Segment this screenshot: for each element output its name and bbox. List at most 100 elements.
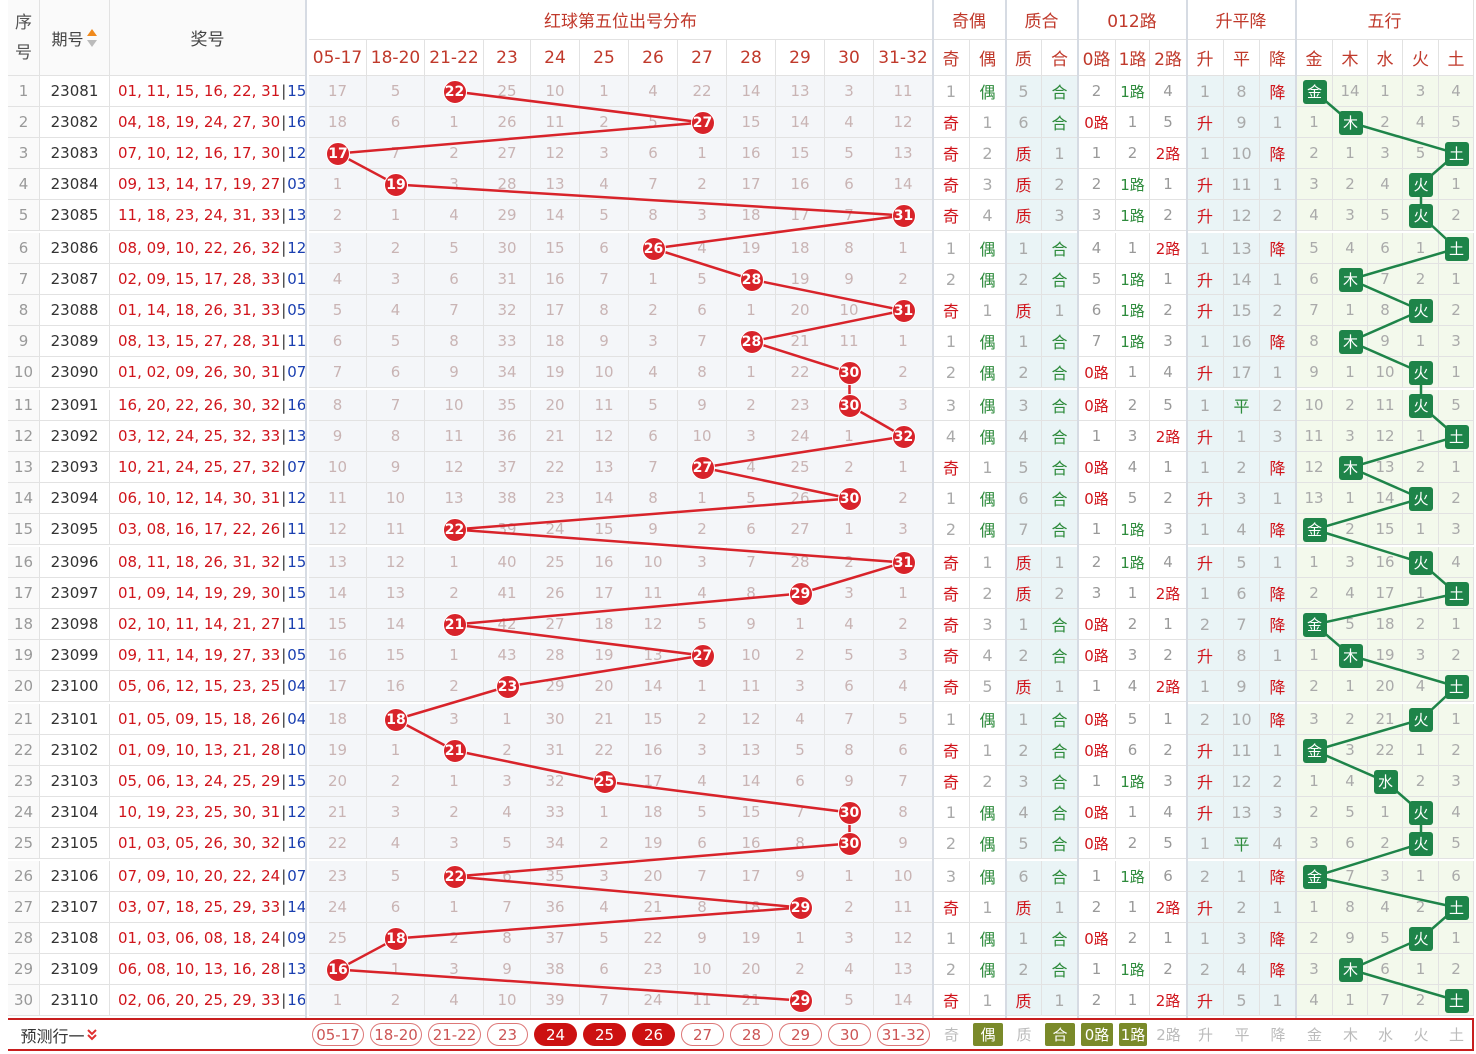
dist-cell: 4	[425, 200, 484, 231]
dist-cell: 2	[874, 264, 933, 295]
dist-cell: 1	[425, 547, 484, 578]
predict-option[interactable]: 偶	[973, 1023, 1003, 1046]
pc-cell: 1	[1042, 671, 1078, 702]
predict-option[interactable]: 土	[1448, 1026, 1464, 1044]
row-prize-numbers: 10, 21, 24, 25, 27, 32 | 07	[110, 452, 306, 483]
pc-cell: 质	[1006, 169, 1042, 200]
double-chevron-down-icon[interactable]	[86, 1028, 98, 1042]
trend-title: 升平降	[1187, 0, 1296, 40]
predict-option[interactable]: 29	[779, 1023, 822, 1046]
dist-cell: 8	[678, 892, 727, 923]
oe-cell: 偶	[970, 923, 1006, 954]
five-element-marker: 木	[1338, 267, 1363, 292]
predict-option[interactable]: 平	[1234, 1026, 1250, 1044]
predict-option[interactable]: 21-22	[428, 1023, 481, 1046]
elem-cell: 6	[1368, 954, 1403, 985]
route-cell: 5	[1116, 704, 1150, 735]
dist-cell: 7	[776, 797, 825, 828]
dist-cell: 18	[309, 704, 367, 735]
elem-cell: 21	[1368, 704, 1403, 735]
row-prize-numbers: 01, 05, 09, 15, 18, 26 | 04	[110, 704, 306, 735]
predict-option[interactable]: 0路	[1081, 1023, 1113, 1046]
dist-cell: 6	[874, 735, 933, 766]
elem-cell: 1	[1296, 547, 1333, 578]
elem-cell: 9	[1296, 357, 1333, 388]
blue-number: 13	[287, 427, 306, 445]
predict-option[interactable]: 26	[632, 1023, 675, 1046]
predict-option[interactable]: 27	[681, 1023, 724, 1046]
predict-option[interactable]: 质	[1016, 1026, 1032, 1044]
pc-cell: 合	[1042, 233, 1078, 264]
route-cell: 1	[1116, 985, 1150, 1016]
dist-cell: 13	[874, 138, 933, 169]
pc-cell: 合	[1042, 326, 1078, 357]
predict-option[interactable]: 28	[730, 1023, 773, 1046]
dist-cell: 10	[678, 421, 727, 452]
elem-cell: 1	[1403, 326, 1439, 357]
elem-cell: 18	[1368, 609, 1403, 640]
elem-cell: 3	[1333, 547, 1368, 578]
dist-cell: 1	[309, 169, 367, 200]
elem-cell: 2	[1403, 985, 1439, 1016]
dist-cell: 1	[580, 797, 629, 828]
sort-icon[interactable]	[86, 28, 98, 48]
predict-option[interactable]: 30	[828, 1023, 871, 1046]
dist-cell: 18	[629, 797, 678, 828]
route-cell: 2	[1116, 390, 1150, 421]
five-element-marker: 土	[1444, 141, 1469, 166]
section-divider	[305, 0, 307, 1018]
elem-cell: 13	[1296, 483, 1333, 514]
row-period: 23088	[40, 295, 110, 326]
predict-option[interactable]: 31-32	[877, 1023, 930, 1046]
row-seq: 9	[8, 326, 40, 357]
dist-cell: 21	[531, 421, 580, 452]
dist-cell: 2	[678, 514, 727, 545]
dist-cell: 33	[484, 326, 531, 357]
predict-option[interactable]: 升	[1197, 1026, 1213, 1044]
predict-option[interactable]: 水	[1377, 1026, 1393, 1044]
predict-row-toggle[interactable]: 预测行一	[8, 1020, 110, 1049]
blue-number: 15	[287, 584, 306, 602]
dist-cell: 19	[309, 735, 367, 766]
dist-cell: 16	[309, 640, 367, 671]
row-prize-numbers: 08, 11, 18, 26, 31, 32 | 15	[110, 547, 306, 578]
predict-option[interactable]: 合	[1045, 1023, 1075, 1046]
period-header[interactable]: 期号	[40, 0, 110, 76]
predict-option[interactable]: 金	[1306, 1026, 1322, 1044]
oe-cell: 2	[933, 357, 970, 388]
trend-cell: 10	[1224, 704, 1260, 735]
predict-option[interactable]: 23	[487, 1023, 528, 1046]
pc-cell: 合	[1042, 828, 1078, 859]
dist-cell: 4	[367, 295, 425, 326]
route-cell: 1	[1116, 357, 1150, 388]
predict-option[interactable]: 木	[1342, 1026, 1358, 1044]
dist-cell: 11	[678, 985, 727, 1016]
red-numbers: 16, 20, 22, 26, 30, 32	[118, 396, 281, 414]
row-seq: 1	[8, 76, 40, 107]
predict-option[interactable]: 降	[1270, 1026, 1286, 1044]
dist-cell: 28	[484, 169, 531, 200]
oe-cell: 1	[970, 107, 1006, 138]
dist-cell: 2	[825, 892, 874, 923]
separator: |	[281, 396, 287, 414]
predict-option[interactable]: 24	[534, 1023, 577, 1046]
dist-cell: 11	[309, 483, 367, 514]
predict-option[interactable]: 25	[583, 1023, 626, 1046]
route-cell: 2	[1078, 985, 1116, 1016]
trend-cell: 16	[1224, 326, 1260, 357]
elem-cell: 3	[1333, 200, 1368, 231]
five-element-marker: 木	[1338, 110, 1363, 135]
predict-option[interactable]: 奇	[943, 1026, 959, 1044]
predict-option[interactable]: 2路	[1156, 1026, 1181, 1044]
elem-cell: 2	[1403, 264, 1439, 295]
trend-cell: 降	[1260, 704, 1296, 735]
predict-option[interactable]: 18-20	[370, 1023, 422, 1046]
dist-cell: 5	[825, 985, 874, 1016]
predict-option[interactable]: 05-17	[312, 1023, 364, 1046]
pc-cell: 合	[1042, 766, 1078, 797]
dist-cell: 11	[531, 107, 580, 138]
dist-cell: 14	[874, 169, 933, 200]
trend-col-header: 升	[1187, 40, 1224, 76]
predict-option[interactable]: 1路	[1119, 1023, 1147, 1046]
predict-option[interactable]: 火	[1413, 1026, 1429, 1044]
